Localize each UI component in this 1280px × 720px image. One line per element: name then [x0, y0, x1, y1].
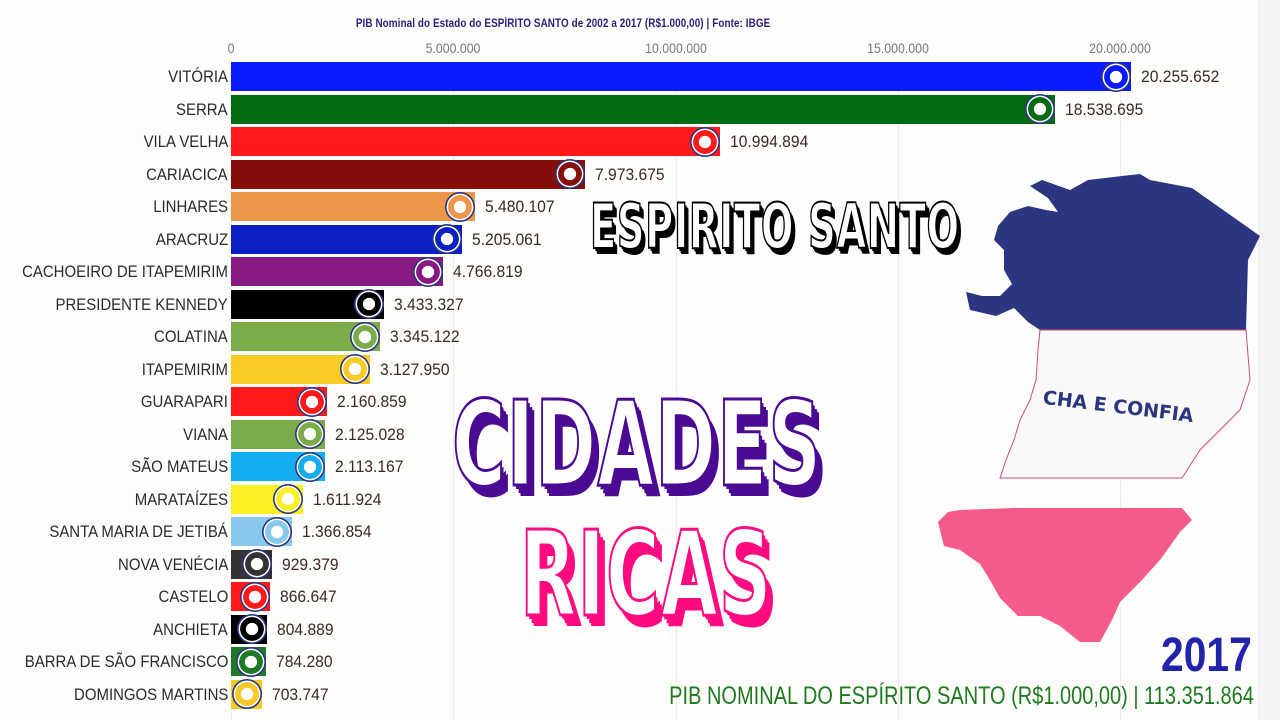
bar-label: MARATAÍZES [134, 489, 228, 509]
bar-label: PRESIDENTE KENNEDY [55, 294, 228, 314]
bar-value: 1.611.924 [312, 489, 382, 509]
espirito-santo-map-icon: CHA E CONFIA [938, 174, 1260, 642]
total-pib-label: PIB NOMINAL DO ESPÍRITO SANTO (R$1.000,0… [669, 682, 1254, 710]
bar-value: 20.255.652 [1141, 67, 1220, 86]
bar-value: 703.747 [272, 684, 329, 704]
bar-label: CACHOEIRO DE ITAPEMIRIM [22, 262, 228, 281]
bar [231, 224, 463, 254]
city-flag-icon [340, 354, 371, 384]
bar-value: 5.480.107 [484, 197, 555, 216]
bar-value: 5.205.061 [472, 229, 542, 249]
bar [231, 159, 586, 189]
x-tick-label: 10.000.000 [644, 40, 707, 56]
bar-value: 804.889 [276, 619, 334, 639]
bar [231, 127, 720, 156]
x-tick-label: 20.000.000 [1089, 40, 1151, 56]
bar-label: ANCHIETA [153, 619, 228, 639]
bar-value: 18.538.695 [1065, 99, 1144, 119]
bar-label: CASTELO [158, 587, 228, 606]
x-tick-label: 0 [227, 40, 235, 56]
city-flag-icon [1025, 94, 1056, 124]
bar-label: VILA VELHA [143, 132, 228, 151]
bar [231, 257, 443, 286]
bar-label: SERRA [176, 99, 228, 119]
bar-label: DOMINGOS MARTINS [73, 684, 228, 704]
city-flag-icon [294, 451, 325, 482]
year-label: 2017 [1161, 629, 1252, 682]
bar-label: SANTA MARIA DE JETIBÁ [49, 522, 228, 541]
city-flag-icon [432, 224, 463, 254]
bar-value: 10.994.894 [729, 132, 809, 151]
city-flag-icon [1101, 61, 1132, 92]
bar-label: VITÓRIA [168, 67, 228, 86]
bar-label: ARACRUZ [155, 229, 228, 249]
city-flag-icon [235, 646, 266, 677]
chart-title: PIB Nominal do Estado do ESPÍRITO SANTO … [355, 18, 771, 30]
bar-label: ITAPEMIRIM [141, 359, 228, 379]
bar [231, 62, 1132, 91]
bar-label: LINHARES [153, 197, 228, 216]
city-flag-icon [295, 419, 326, 449]
state-title: ESPIRITO SANTO [589, 189, 960, 264]
city-flag-icon [261, 516, 292, 547]
bar-label: NOVA VENÉCIA [117, 554, 228, 574]
bar-value: 4.766.819 [452, 262, 523, 281]
city-flag-icon [689, 126, 720, 157]
city-flag-icon [444, 191, 475, 222]
headline-ricas: RICAS [519, 505, 773, 643]
bar-label: SÃO MATEUS [131, 457, 228, 476]
right-edge-strip [1258, 0, 1280, 720]
headline-cidades: CIDADES [451, 375, 823, 513]
city-flag-icon [353, 289, 384, 319]
city-flag-icon [232, 679, 263, 709]
city-flag-icon [412, 256, 443, 287]
bar-value: 3.433.327 [393, 294, 464, 314]
gridline [453, 60, 455, 720]
bar [231, 94, 1056, 124]
bar-value: 2.113.167 [334, 457, 404, 476]
bar-value: 929.379 [282, 554, 339, 574]
x-tick-label: 15.000.000 [866, 40, 929, 56]
bar-value: 866.647 [279, 587, 337, 606]
city-flag-icon [555, 159, 586, 189]
bar-label: CARIACICA [146, 164, 228, 184]
city-flag-icon [239, 581, 270, 612]
bar-value: 784.280 [275, 652, 333, 671]
bar-label: VIANA [183, 424, 228, 444]
bar-value: 2.125.028 [335, 424, 406, 444]
bar [231, 192, 475, 221]
bar-value: 3.345.122 [389, 327, 460, 346]
gridline [897, 60, 899, 720]
city-flag-icon [272, 484, 303, 514]
bar-label: COLATINA [154, 327, 228, 346]
bar-value: 3.127.950 [380, 359, 450, 379]
city-flag-icon [242, 549, 273, 579]
city-flag-icon [349, 321, 380, 352]
bar-value: 2.160.859 [337, 392, 407, 411]
city-flag-icon [297, 386, 328, 417]
bar-label: BARRA DE SÃO FRANCISCO [24, 652, 228, 671]
gridline [675, 60, 677, 720]
bar-label: GUARAPARI [140, 392, 228, 411]
bar-value: 1.366.854 [301, 522, 372, 541]
city-flag-icon [236, 614, 267, 644]
x-tick-label: 5.000.000 [425, 40, 481, 56]
bar-value: 7.973.675 [595, 164, 666, 184]
